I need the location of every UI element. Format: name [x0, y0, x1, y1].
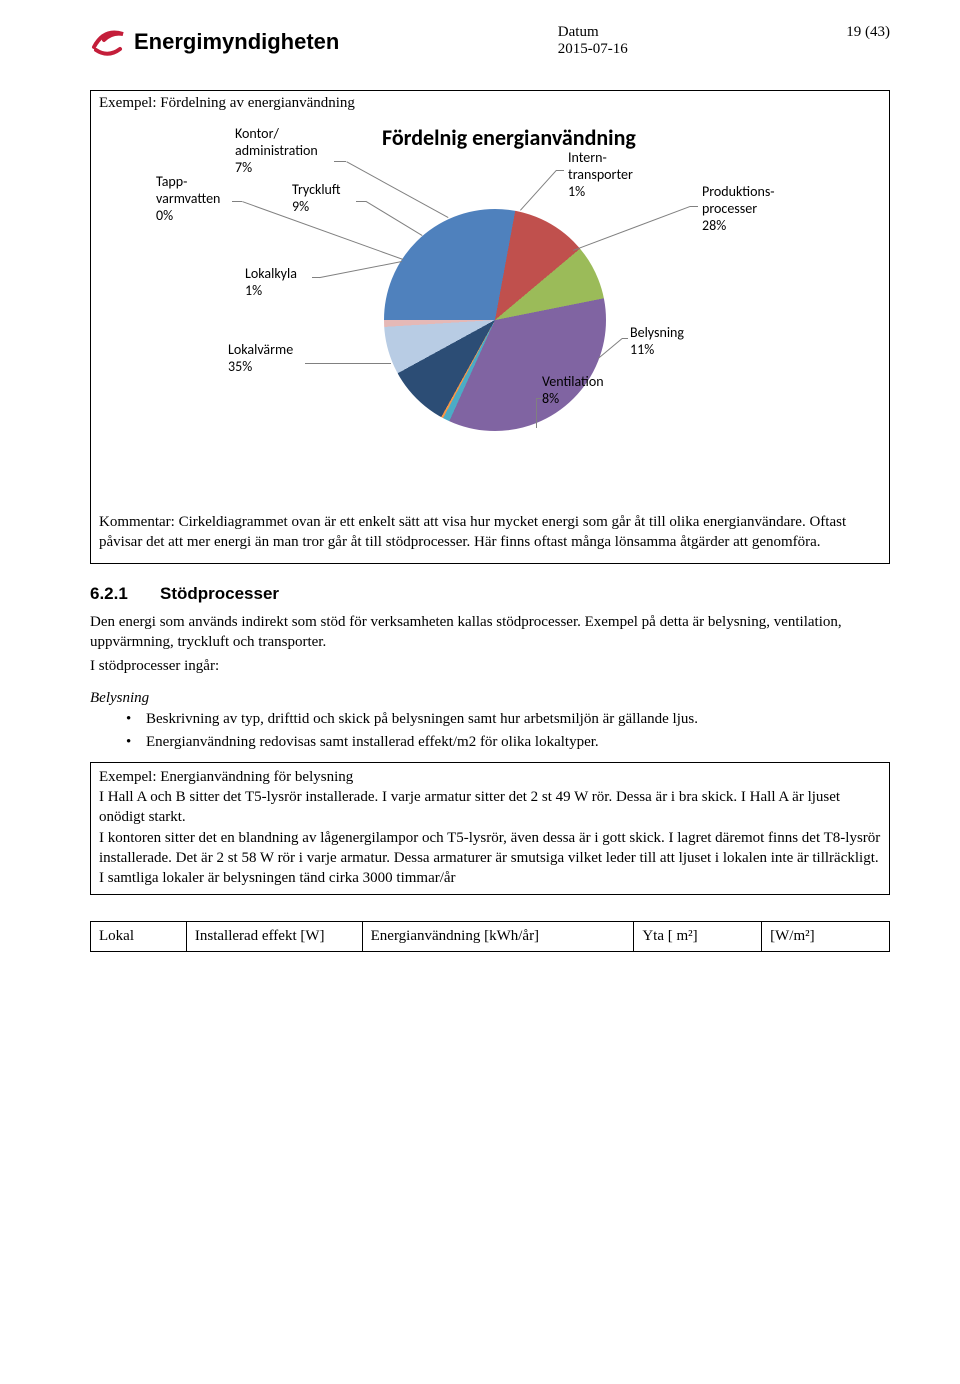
example2-line: I samtliga lokaler är belysningen tänd c… [99, 868, 881, 888]
example-title: Exempel: Fördelning av energianvändning [99, 95, 881, 112]
swirl-icon [90, 24, 126, 60]
chart-commentary: Kommentar: Cirkeldiagrammet ovan är ett … [99, 512, 881, 553]
slice-label: Kontor/ administration 7% [235, 126, 318, 176]
table-header: [W/m²] [762, 922, 890, 952]
page-header: Energimyndigheten Datum 2015-07-16 19 (4… [90, 24, 890, 60]
slice-label: Tapp- varmvatten 0% [156, 174, 220, 224]
section-title: Stödprocesser [160, 584, 279, 603]
slice-label: Produktions- processer 28% [702, 184, 775, 234]
table-row: Lokal Installerad effekt [W] Energianvän… [91, 922, 890, 952]
leader-line [232, 201, 242, 202]
example2-title: Exempel: Energianvändning för belysning [99, 767, 881, 787]
chart-title: Fördelnig energianvändning [382, 124, 636, 151]
section-para-1: Den energi som används indirekt som stöd… [90, 612, 890, 653]
leader-line [366, 201, 423, 236]
leader-line [556, 170, 564, 171]
logo: Energimyndigheten [90, 24, 339, 60]
list-item: Energianvändning redovisas samt installe… [126, 732, 890, 752]
logo-text: Energimyndigheten [134, 29, 339, 55]
leader-line [346, 161, 448, 218]
table-header: Installerad effekt [W] [186, 922, 362, 952]
leader-line [622, 338, 628, 339]
table-header: Energianvändning [kWh/år] [362, 922, 634, 952]
leader-line [690, 206, 698, 207]
slice-label: Intern- transporter 1% [568, 150, 633, 200]
slice-label: Belysning 11% [630, 325, 684, 359]
pie-chart: Fördelnig energianvändning Produktions- … [150, 120, 830, 500]
date-value: 2015-07-16 [558, 41, 628, 58]
lighting-table: Lokal Installerad effekt [W] Energianvän… [90, 921, 890, 952]
example2-line: I Hall A och B sitter det T5-lysrör inst… [99, 787, 881, 828]
leader-line [320, 261, 402, 278]
date-block: Datum 2015-07-16 [558, 24, 628, 58]
leader-line [536, 398, 537, 428]
leader-line [314, 363, 391, 364]
example2-line: I kontoren sitter det en blandning av lå… [99, 828, 881, 869]
table-header: Lokal [91, 922, 187, 952]
leader-line [356, 201, 366, 202]
section-heading: 6.2.1Stödprocesser [90, 584, 890, 604]
section-number: 6.2.1 [90, 584, 160, 604]
bullet-list: Beskrivning av typ, drifttid och skick p… [90, 709, 890, 752]
leader-line [305, 363, 314, 364]
subhead-belysning: Belysning [90, 690, 890, 707]
slice-label: Tryckluft 9% [292, 182, 341, 216]
table-header: Yta [ m²] [634, 922, 762, 952]
page-number: 19 (43) [846, 24, 890, 41]
date-label: Datum [558, 24, 628, 41]
example-chart-box: Exempel: Fördelning av energianvändning … [90, 90, 890, 564]
leader-line [573, 206, 690, 251]
leader-line [334, 161, 346, 162]
slice-label: Lokalvärme 35% [228, 342, 293, 376]
slice-label: Ventilation 8% [542, 374, 604, 408]
slice-label: Lokalkyla 1% [245, 266, 297, 300]
list-item: Beskrivning av typ, drifttid och skick p… [126, 709, 890, 729]
leader-line [312, 277, 320, 278]
section-para-2: I stödprocesser ingår: [90, 656, 890, 676]
leader-line [520, 170, 557, 211]
example-lighting-box: Exempel: Energianvändning för belysning … [90, 762, 890, 896]
